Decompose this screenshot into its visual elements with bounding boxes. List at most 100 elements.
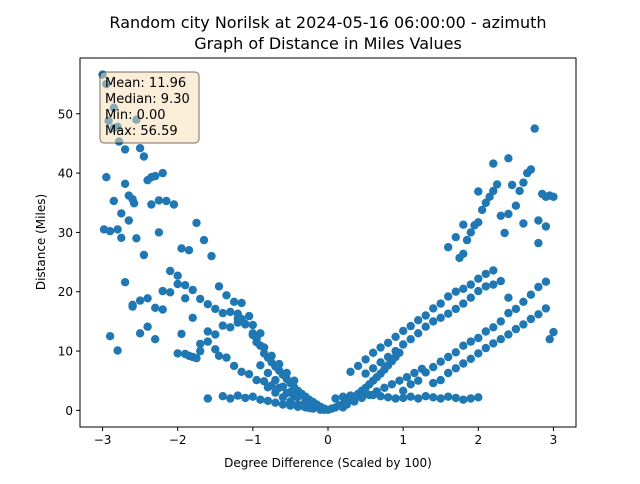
data-point: [282, 368, 291, 378]
data-point: [128, 302, 137, 311]
data-point: [399, 393, 408, 403]
data-point: [357, 393, 366, 403]
data-point: [158, 305, 167, 314]
data-point: [218, 321, 227, 330]
data-point: [252, 334, 261, 343]
data-point: [203, 327, 212, 336]
data-point: [526, 165, 536, 174]
data-point: [504, 330, 513, 339]
data-point: [383, 338, 393, 347]
data-point: [154, 196, 164, 205]
data-point: [259, 343, 269, 352]
x-tick-label: −3: [94, 433, 112, 447]
data-point: [519, 178, 528, 187]
data-point: [519, 320, 528, 329]
data-point: [338, 392, 348, 401]
x-tick-label: 3: [550, 433, 558, 447]
data-point: [105, 227, 115, 236]
data-point: [417, 364, 427, 374]
data-point: [391, 332, 400, 341]
data-point: [391, 346, 400, 356]
data-point: [421, 311, 430, 320]
data-point: [120, 278, 130, 287]
data-point: [331, 394, 340, 403]
data-point: [507, 180, 517, 190]
data-point: [481, 282, 490, 291]
data-point: [489, 266, 498, 275]
data-point: [436, 299, 445, 308]
data-point: [196, 346, 205, 356]
data-point: [105, 332, 115, 341]
data-point: [132, 234, 141, 243]
data-point: [534, 310, 543, 319]
chart-title-line1: Random city Norilsk at 2024-05-16 06:00:…: [109, 13, 546, 32]
data-point: [406, 335, 415, 344]
data-point: [504, 293, 513, 302]
data-point: [541, 222, 551, 231]
data-point: [214, 282, 224, 291]
data-point: [271, 375, 280, 385]
y-tick-label: 30: [58, 226, 73, 240]
data-point: [135, 296, 145, 305]
data-point: [459, 284, 468, 293]
y-axis-label: Distance (Miles): [34, 194, 48, 290]
stats-median: Median: 9.30: [105, 92, 190, 107]
data-point: [143, 294, 152, 303]
data-point: [406, 380, 415, 389]
data-point: [489, 280, 498, 289]
data-point: [293, 392, 303, 401]
data-point: [444, 243, 453, 252]
data-point: [196, 339, 205, 349]
data-point: [462, 235, 472, 245]
data-point: [451, 364, 460, 373]
data-point: [459, 341, 468, 350]
data-point: [184, 246, 194, 255]
data-point: [350, 397, 359, 406]
data-point: [459, 249, 468, 258]
data-point: [549, 327, 558, 337]
data-point: [541, 192, 551, 201]
data-point: [139, 250, 149, 260]
data-point: [162, 196, 171, 206]
data-point: [248, 392, 257, 401]
data-point: [365, 390, 374, 400]
data-point: [545, 335, 554, 344]
data-point: [474, 393, 483, 402]
data-point: [124, 216, 133, 225]
data-point: [173, 279, 182, 289]
data-point: [496, 276, 505, 286]
stats-mean: Mean: 11.96: [105, 76, 186, 91]
data-point: [466, 293, 475, 302]
data-point: [218, 308, 227, 318]
data-point: [549, 192, 558, 201]
data-point: [474, 187, 483, 196]
data-point: [244, 370, 254, 379]
stats-min: Min: 0.00: [105, 108, 166, 123]
data-point: [414, 329, 423, 338]
data-point: [211, 345, 220, 354]
data-point: [459, 395, 468, 404]
data-point: [496, 317, 505, 326]
data-point: [237, 367, 246, 376]
data-point: [429, 378, 438, 388]
data-point: [120, 179, 130, 188]
data-point: [451, 304, 460, 314]
data-point: [436, 313, 445, 322]
data-point: [444, 352, 453, 362]
data-point: [451, 393, 460, 403]
data-point: [151, 303, 160, 312]
data-point: [541, 277, 551, 286]
data-point: [129, 199, 139, 208]
data-point: [199, 235, 209, 245]
data-point: [481, 343, 490, 353]
data-point: [383, 393, 393, 402]
data-point: [263, 368, 273, 378]
data-points: [98, 70, 558, 414]
data-point: [504, 209, 513, 219]
data-point: [436, 357, 445, 366]
data-point: [308, 404, 318, 413]
data-point: [395, 376, 404, 385]
x-tick-label: 0: [324, 433, 332, 447]
data-point: [120, 145, 130, 154]
